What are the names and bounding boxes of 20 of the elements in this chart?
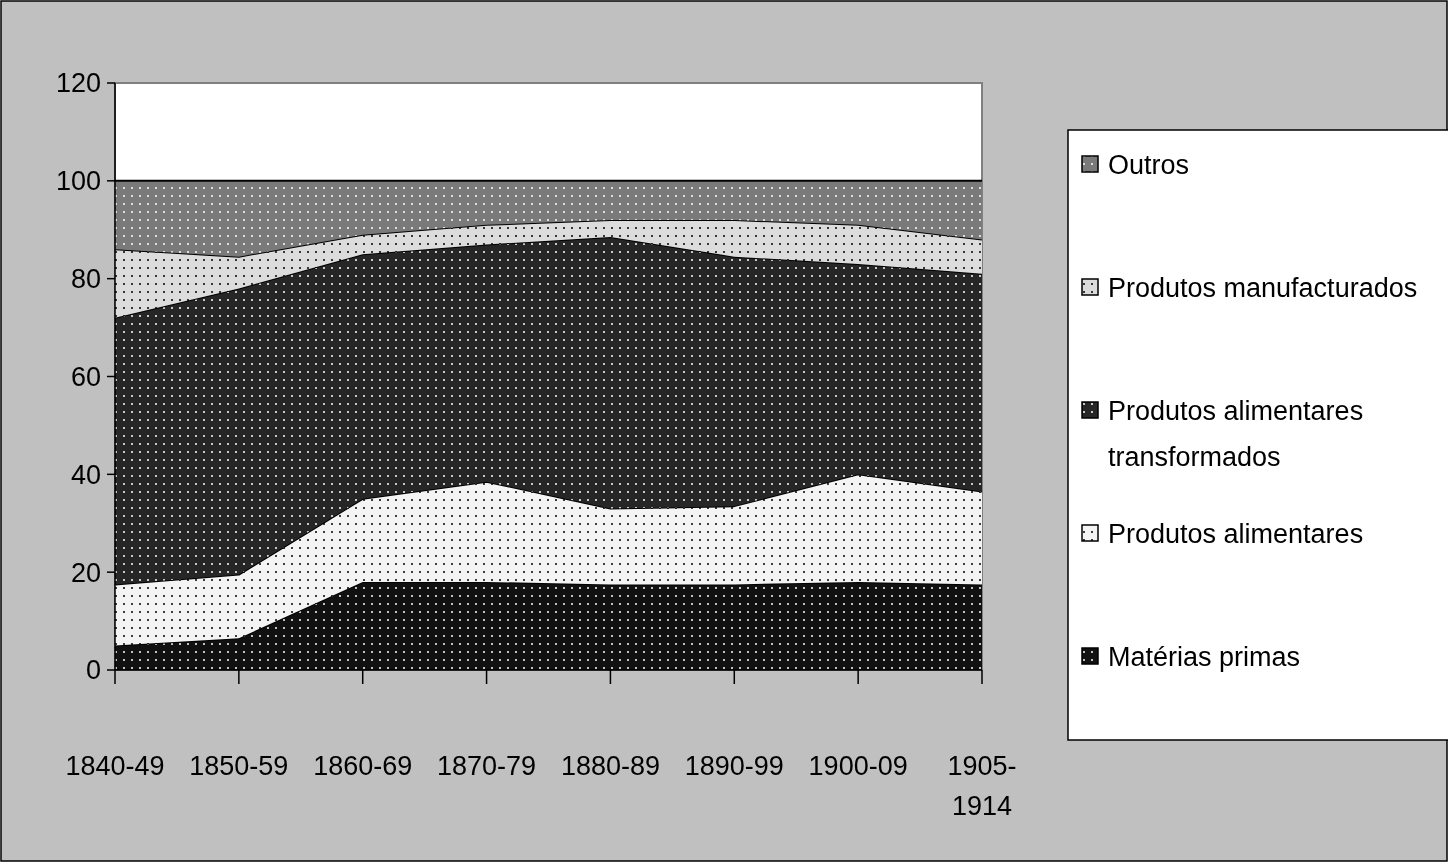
y-tick-label: 0 bbox=[85, 655, 101, 686]
x-tick-label: 1880-89 bbox=[560, 751, 660, 781]
y-tick-label: 40 bbox=[70, 459, 101, 490]
legend-label: Matérias primas bbox=[1108, 642, 1301, 673]
x-tick-label: 1860-69 bbox=[313, 751, 413, 781]
y-tick-label: 80 bbox=[70, 264, 101, 295]
x-tick-label: 1905-1914 bbox=[947, 751, 1017, 821]
x-tick-label: 1870-79 bbox=[437, 751, 537, 781]
y-tick-label: 100 bbox=[55, 166, 101, 197]
y-tick-label: 120 bbox=[55, 68, 101, 99]
y-tick-label: 20 bbox=[70, 557, 101, 588]
x-tick-label: 1890-99 bbox=[684, 751, 784, 781]
x-tick-label: 1850-59 bbox=[189, 751, 289, 781]
legend-label: Produtos alimentares bbox=[1108, 519, 1364, 550]
x-tick-label: 1840-49 bbox=[65, 751, 165, 781]
x-tick-label: 1900-09 bbox=[808, 751, 908, 781]
legend-label: Produtos manufacturados bbox=[1108, 273, 1418, 304]
legend-label: Produtos alimentares transformados bbox=[1108, 396, 1364, 473]
y-tick-label: 60 bbox=[70, 361, 101, 392]
legend-label: Outros bbox=[1108, 150, 1190, 181]
